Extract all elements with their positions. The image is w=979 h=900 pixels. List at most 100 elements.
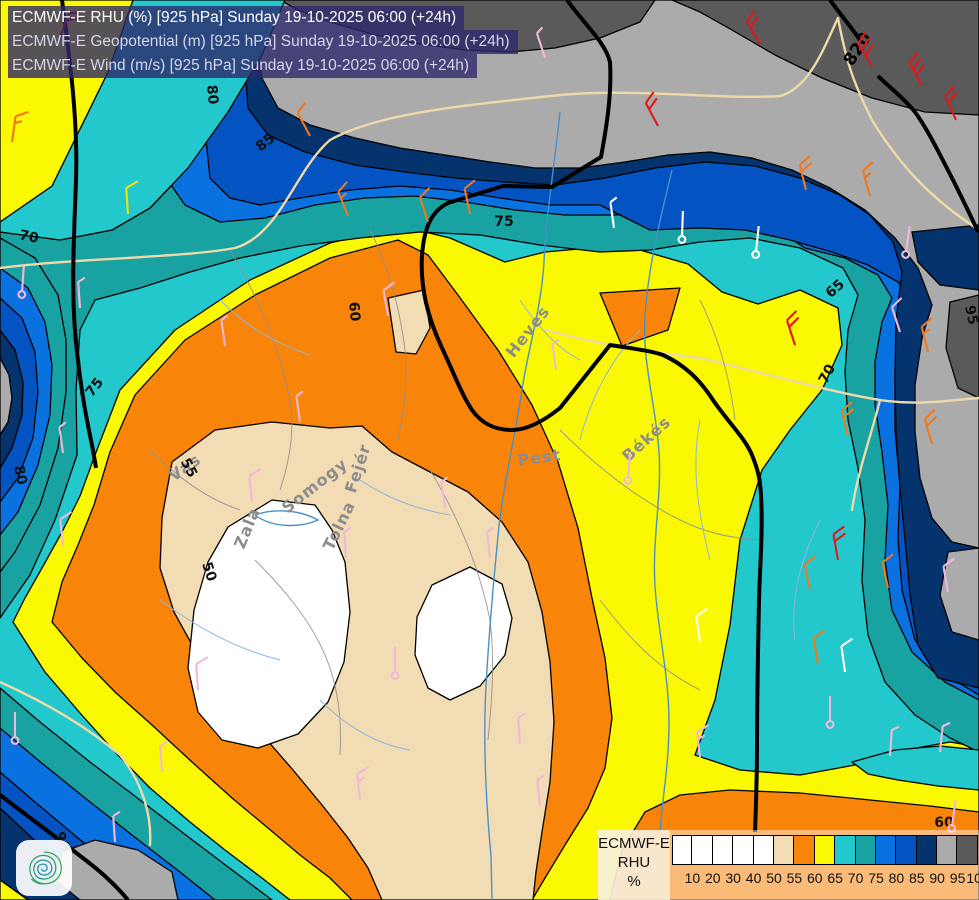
legend-value: 95 [949,870,966,886]
legend-value: 75 [868,870,884,886]
river-minor [695,419,711,561]
legend-swatch-100 [957,835,978,865]
county-border [229,249,293,491]
geopotential-line-west [60,0,98,469]
wind-barb [944,85,958,121]
wind-barb [486,526,495,559]
county-border [149,449,241,511]
river-minor [359,479,451,516]
wind-barb [10,712,20,745]
legend-swatch-50 [753,835,774,865]
wind-barb [644,91,659,127]
legend-value: 100 [966,870,979,886]
contour-label-80: 80 [203,84,221,105]
wind-barb [356,766,370,801]
legend-model: ECMWF-E [598,835,670,852]
wind-barb [390,647,400,680]
wind-barb [463,179,476,215]
river-minor [319,699,411,751]
wind-barb [677,210,687,244]
wind-barb [825,696,835,729]
legend-swatch-85 [896,835,917,865]
legend-value: 20 [705,870,721,886]
geopotential-line-southwest [0,793,130,900]
wind-barb [920,317,933,353]
legend-value: 40 [745,870,762,886]
legend: ECMWF-E RHU % 10 20 30 40 50 55 60 65 70 75 80 85 90… [598,830,979,900]
wind-barb [840,637,854,673]
wind-barb [623,451,633,485]
wind-barb [908,51,926,87]
title-rhu: ECMWF-E RHU (%) [925 hPa] Sunday 19-10-2… [8,6,465,30]
wind-barb [832,525,847,561]
contour-label-70: 70 [18,227,41,247]
wind-barb [923,409,938,445]
legend-swatch-40 [733,835,754,865]
legend-swatches [672,835,978,865]
wind-barb [58,421,67,454]
county-border [559,429,771,541]
rh-region-lightgray-top [251,0,979,549]
wind-barb [812,629,825,665]
wind-barb [125,180,139,215]
wind-barb [881,553,894,589]
lake-balaton [253,510,320,527]
legend-value: 30 [725,870,741,886]
legend-value: 10 [684,870,701,886]
wind-barb [746,9,761,45]
country-border [850,398,882,512]
rh-region-navy-spot-right [911,224,979,291]
river-minor [159,599,281,661]
country-border [0,680,152,847]
contour-label-80: 80 [10,464,30,487]
legend-value: 80 [888,870,905,886]
wind-barb [10,110,29,143]
legend-swatch-95 [937,835,958,865]
legend-swatch-20 [692,835,713,865]
county-border [369,229,407,441]
wind-barb [440,476,449,509]
wind-barb [942,557,955,593]
wind-barb [803,555,816,591]
wind-barb [785,310,800,346]
rh-region-cyan-bottom-right [851,745,979,791]
wind-barb [840,401,855,437]
river-danube [484,111,561,900]
wind-barb [535,26,546,59]
legend-parameter: RHU [617,854,651,871]
rh-region-darkgray-top-right-corner [671,0,979,116]
wind-barb [337,181,349,217]
wind-barb [418,187,431,223]
rh-region-white-core-west [187,499,351,749]
wind-barb [59,511,73,546]
wind-barb [695,607,709,643]
wind-barb [77,276,86,309]
rh-region-tan-patch [387,289,431,355]
wind-barb [382,281,395,317]
geopotential-line-820 [876,74,979,233]
wind-barb [112,810,121,843]
legend-swatch-90 [916,835,938,865]
wind-barb [938,721,951,753]
legend-label: ECMWF-E RHU % [598,830,670,900]
rh-region-orange-patch-top [599,287,681,347]
title-geopotential: ECMWF-E Geopotential (m) [925 hPa] Sunda… [8,30,518,54]
county-border [254,559,341,756]
legend-swatch-30 [712,835,734,865]
legend-swatch-60 [794,835,815,865]
contour-label-50: 50 [198,560,219,584]
met-spiral-icon [29,851,62,885]
legend-value: 55 [786,870,803,886]
title-wind: ECMWF-E Wind (m/s) [925 hPa] Sunday 19-1… [8,54,478,78]
met-logo [16,840,72,896]
legend-swatch-70 [835,835,856,865]
wind-barb [536,774,545,807]
rh-region-gray-left-core [0,357,13,436]
rh-region-yellow-corner-bl [0,879,29,900]
wind-barb [248,468,262,503]
country-border [0,16,840,270]
legend-values: 1020304050556065707580859095100 [672,870,979,890]
contour-label-95: 95 [961,304,979,326]
